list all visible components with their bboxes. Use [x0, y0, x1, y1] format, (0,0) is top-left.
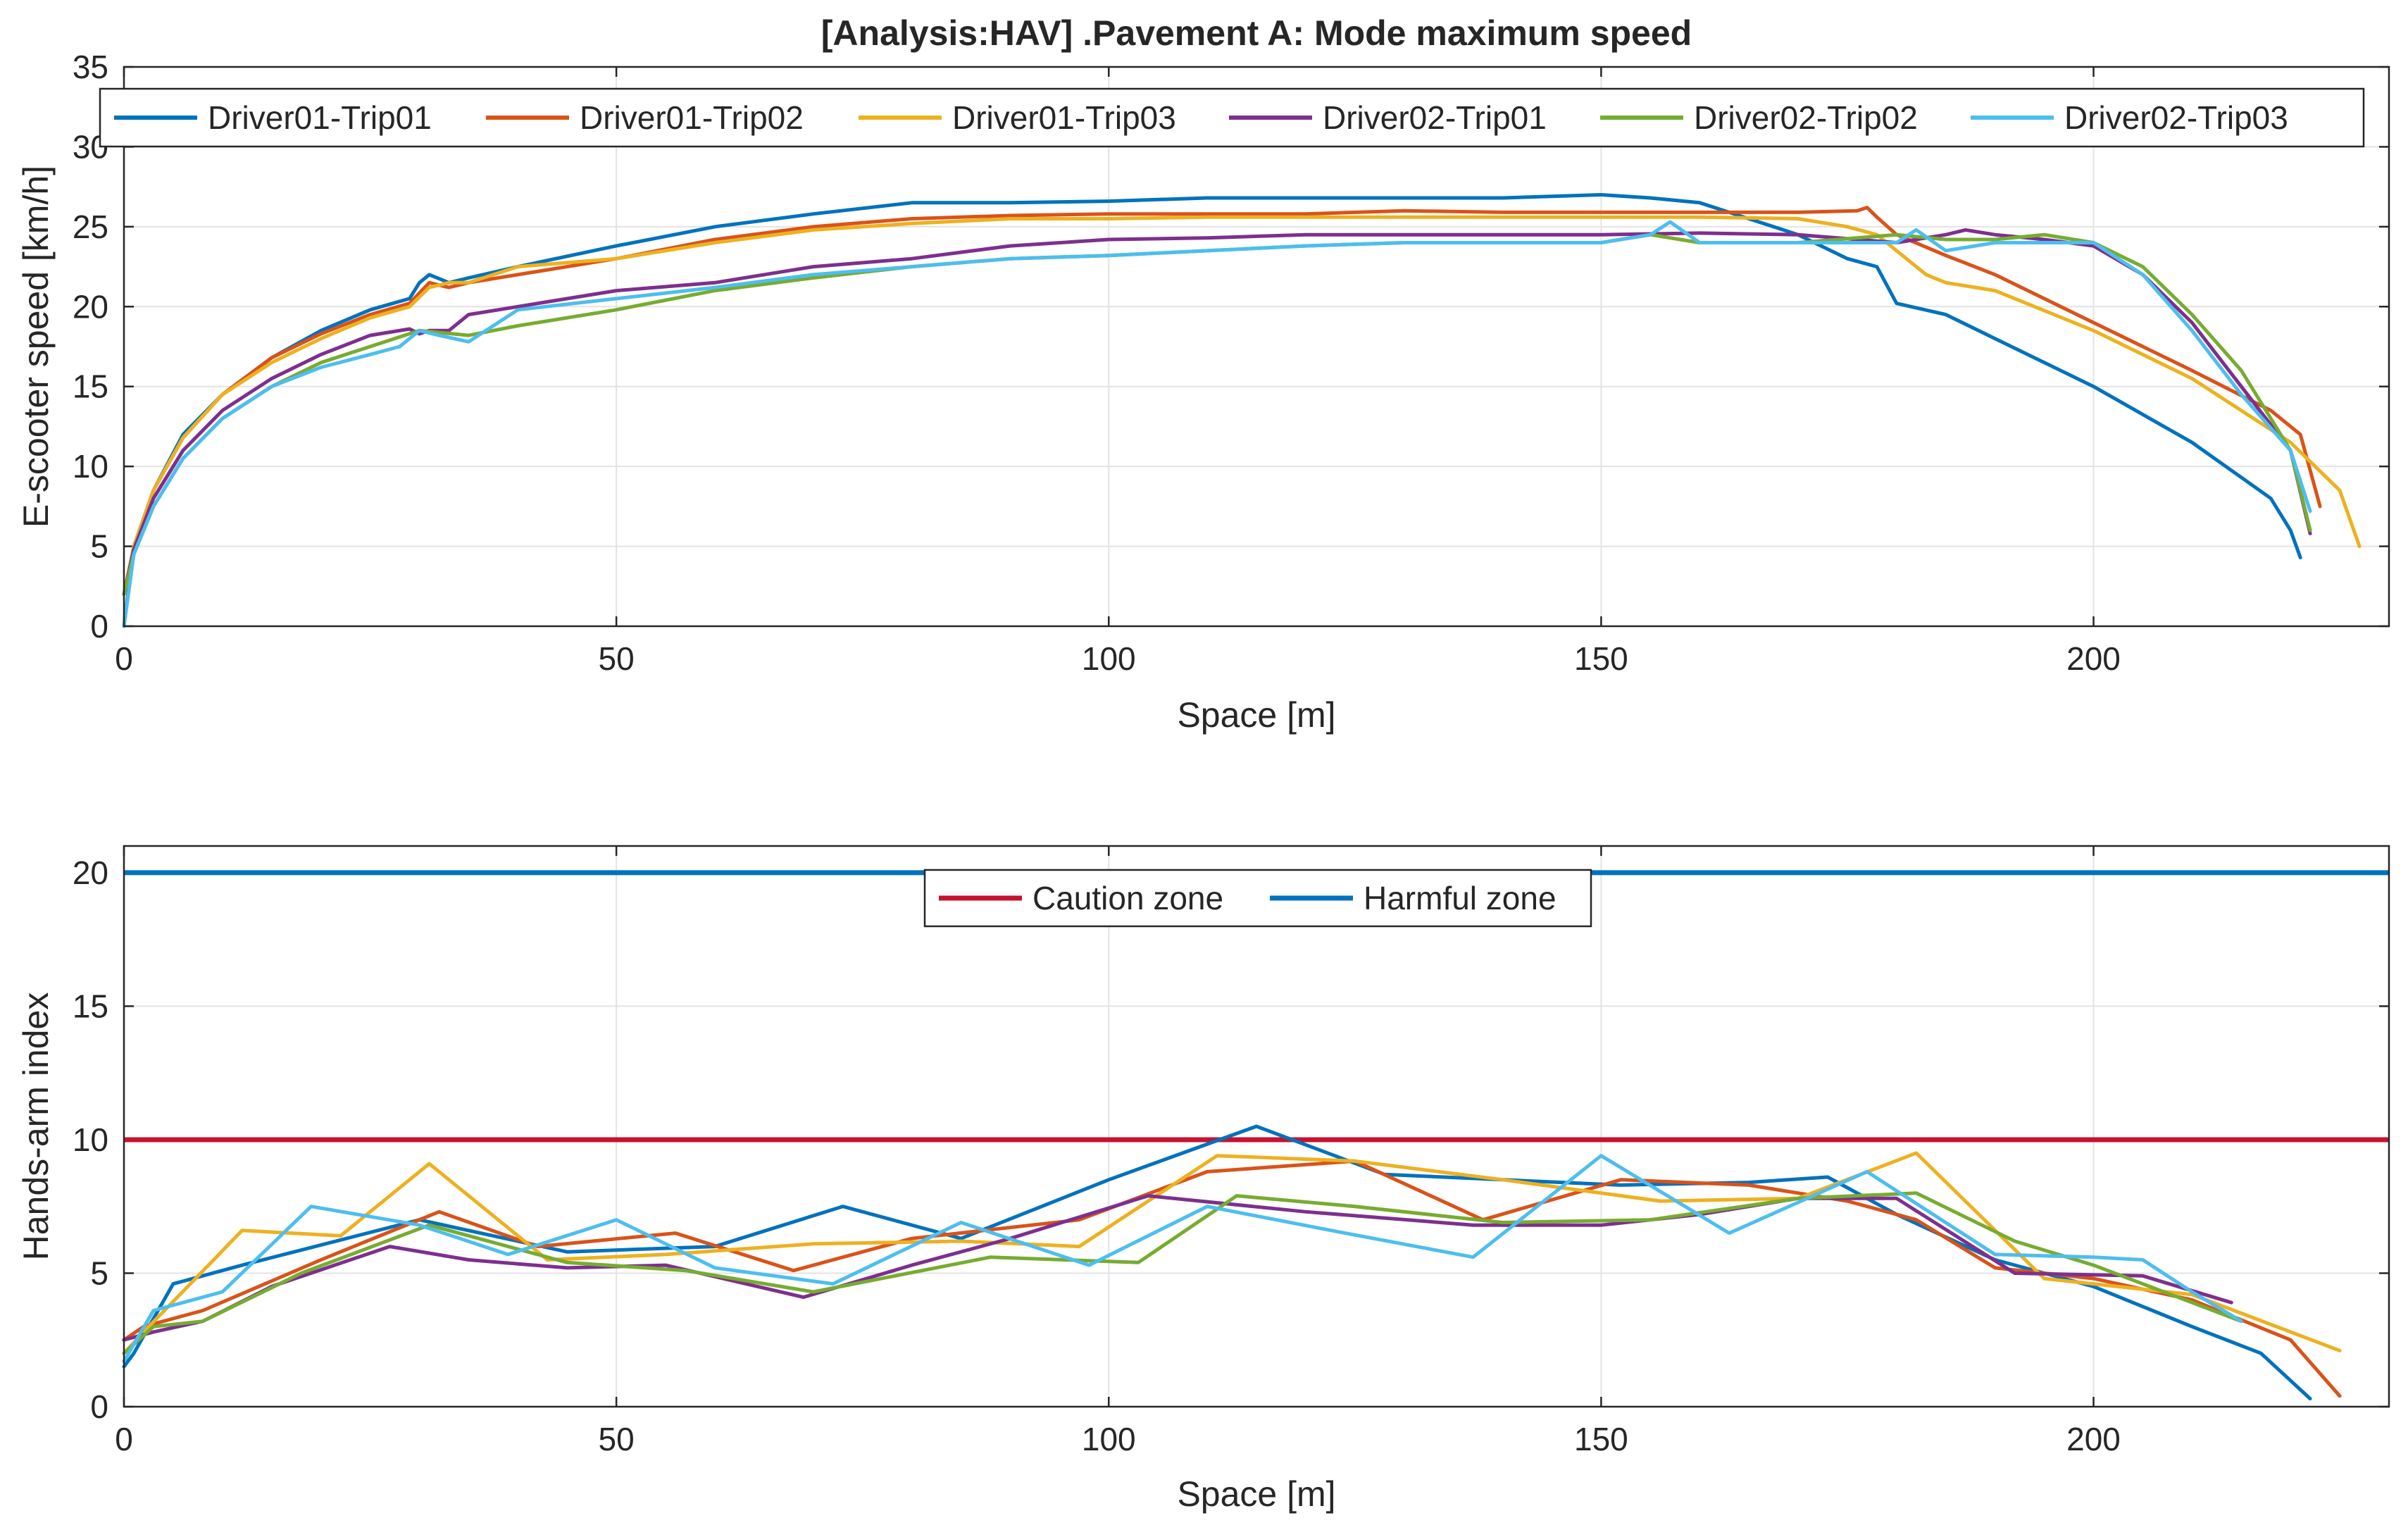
legend-label-driver02-trip03: Driver02-Trip03: [2064, 99, 2288, 136]
legend-label-caution-zone: Caution zone: [1033, 880, 1223, 916]
speed-panel: [Analysis:HAV] .Pavement A: Mode maximum…: [16, 13, 2390, 735]
hav-legend-box: [923, 869, 1592, 928]
legend-label-driver02-trip01: Driver02-Trip01: [1323, 99, 1547, 136]
speed-x-tick-label: 0: [115, 640, 133, 677]
hav-y-tick-label: 0: [90, 1388, 108, 1425]
hav-y-axis-label: Hands-arm index: [16, 992, 56, 1261]
legend-label-harmful-zone: Harmful zone: [1364, 880, 1557, 916]
speed-axes-box: [123, 66, 2390, 628]
speed-x-tick-label: 200: [2066, 640, 2121, 677]
hav-series-driver02-trip02: [122, 1191, 2243, 1355]
speed-y-tick-label: 0: [90, 608, 108, 645]
legend-label-driver01-trip03: Driver01-Trip03: [952, 99, 1176, 136]
hav-series-group: [122, 1124, 2342, 1401]
hav-series-driver01-trip03: [122, 1151, 2342, 1355]
hav-y-tick-label: 15: [73, 988, 108, 1024]
hav-series-driver02-trip01: [122, 1194, 2233, 1342]
hav-series-driver01-trip01: [122, 1124, 2312, 1401]
speed-y-tick-label: 5: [90, 528, 108, 565]
speed-y-tick-label: 15: [73, 368, 108, 405]
speed-x-tick-label: 50: [599, 640, 635, 677]
chart-title: [Analysis:HAV] .Pavement A: Mode maximum…: [821, 13, 1692, 53]
hav-y-tick-label: 5: [90, 1255, 108, 1291]
speed-series-driver02-trip03: [122, 220, 2312, 628]
hav-panel: 0 50 100 150 200 0 5 10 15 20 Space [m] Hands-arm…: [16, 845, 2390, 1514]
hav-x-tick-label: 200: [2066, 1421, 2121, 1457]
legend-label-driver01-trip02: Driver01-Trip02: [580, 99, 804, 136]
hav-x-tick-label: 50: [599, 1421, 635, 1457]
speed-series-group: [122, 193, 2362, 628]
hav-axis-ticks: 0 50 100 150 200 0 5 10 15 20: [73, 846, 2389, 1457]
legend-label-driver01-trip01: Driver01-Trip01: [208, 99, 432, 136]
speed-y-tick-label: 20: [73, 288, 108, 325]
speed-y-tick-label: 25: [73, 209, 108, 245]
speed-series-driver01-trip02: [122, 206, 2322, 597]
speed-series-driver01-trip01: [122, 193, 2302, 628]
speed-y-tick-label: 35: [73, 49, 108, 85]
hav-series-driver02-trip03: [122, 1154, 2243, 1364]
speed-legend: Driver01-Trip01 Driver01-Trip02 Driver01-T…: [99, 87, 2365, 148]
hav-y-tick-label: 10: [73, 1121, 108, 1158]
hav-x-tick-label: 0: [115, 1421, 133, 1457]
hav-y-tick-label: 20: [73, 854, 108, 891]
hav-series-driver01-trip02: [122, 1159, 2342, 1398]
speed-grid: [123, 66, 2389, 627]
speed-x-tick-label: 100: [1082, 640, 1136, 677]
speed-series-driver02-trip01: [122, 228, 2312, 597]
speed-y-axis-label: E-scooter speed [km/h]: [16, 166, 56, 528]
hav-axes-box: [123, 845, 2390, 1408]
speed-x-axis-label: Space [m]: [1177, 695, 1335, 735]
hav-x-tick-label: 150: [1574, 1421, 1628, 1457]
hav-x-axis-label: Space [m]: [1177, 1474, 1335, 1514]
speed-series-driver01-trip03: [122, 215, 2362, 597]
legend-label-driver02-trip02: Driver02-Trip02: [1694, 99, 1918, 136]
hav-x-tick-label: 100: [1082, 1421, 1136, 1457]
hav-legend: Caution zone Harmful zone: [923, 869, 1592, 928]
speed-y-tick-label: 10: [73, 448, 108, 485]
speed-x-tick-label: 150: [1574, 640, 1628, 677]
